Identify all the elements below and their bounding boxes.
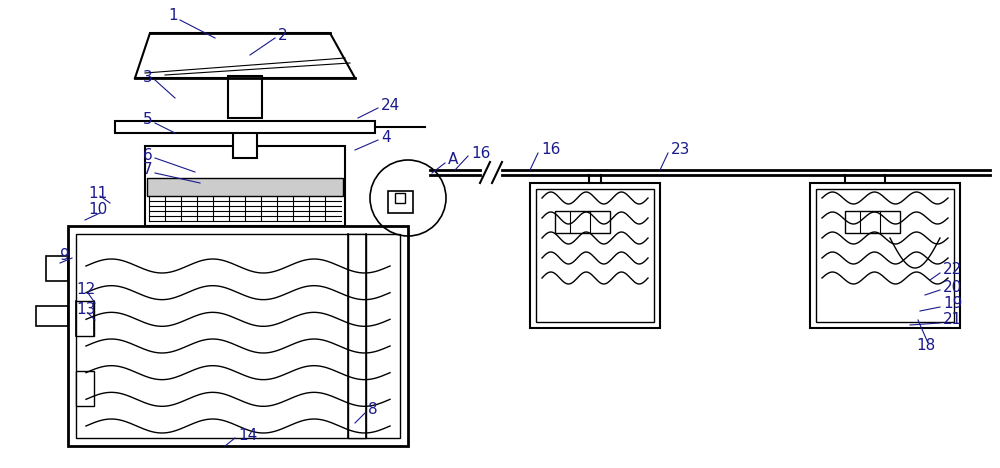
Bar: [810, 183, 960, 328]
Bar: [76, 301, 94, 336]
Bar: [68, 226, 408, 446]
Text: 10: 10: [88, 203, 107, 218]
Bar: [46, 256, 68, 281]
Text: 20: 20: [943, 279, 962, 294]
Text: 14: 14: [238, 427, 257, 443]
Text: 3: 3: [143, 70, 153, 85]
Bar: [395, 193, 405, 203]
Bar: [388, 191, 413, 213]
Text: 13: 13: [76, 302, 95, 317]
Bar: [348, 234, 366, 438]
Text: 16: 16: [471, 146, 490, 161]
Text: 22: 22: [943, 263, 962, 278]
Text: 2: 2: [278, 28, 288, 43]
Text: 7: 7: [143, 162, 153, 177]
Bar: [76, 371, 94, 406]
Bar: [115, 121, 375, 133]
Bar: [816, 189, 954, 322]
Bar: [145, 146, 345, 226]
Bar: [536, 189, 654, 322]
Bar: [845, 211, 900, 233]
Text: A: A: [448, 153, 458, 168]
Bar: [233, 128, 257, 158]
Text: 9: 9: [60, 248, 70, 263]
Text: 18: 18: [916, 338, 935, 353]
Bar: [147, 178, 343, 196]
Text: 21: 21: [943, 313, 962, 328]
Text: 12: 12: [76, 283, 95, 298]
Text: 23: 23: [671, 142, 690, 158]
Bar: [36, 306, 68, 326]
Bar: [555, 211, 610, 233]
Bar: [228, 76, 262, 118]
Text: 16: 16: [541, 142, 560, 158]
Text: 24: 24: [381, 98, 400, 114]
Bar: [530, 183, 660, 328]
Text: 6: 6: [143, 147, 153, 162]
Text: 19: 19: [943, 297, 962, 312]
Text: 8: 8: [368, 402, 378, 417]
Text: 11: 11: [88, 185, 107, 200]
Text: 1: 1: [168, 8, 178, 23]
Bar: [76, 234, 400, 438]
Text: 5: 5: [143, 112, 153, 127]
Text: 4: 4: [381, 131, 391, 146]
